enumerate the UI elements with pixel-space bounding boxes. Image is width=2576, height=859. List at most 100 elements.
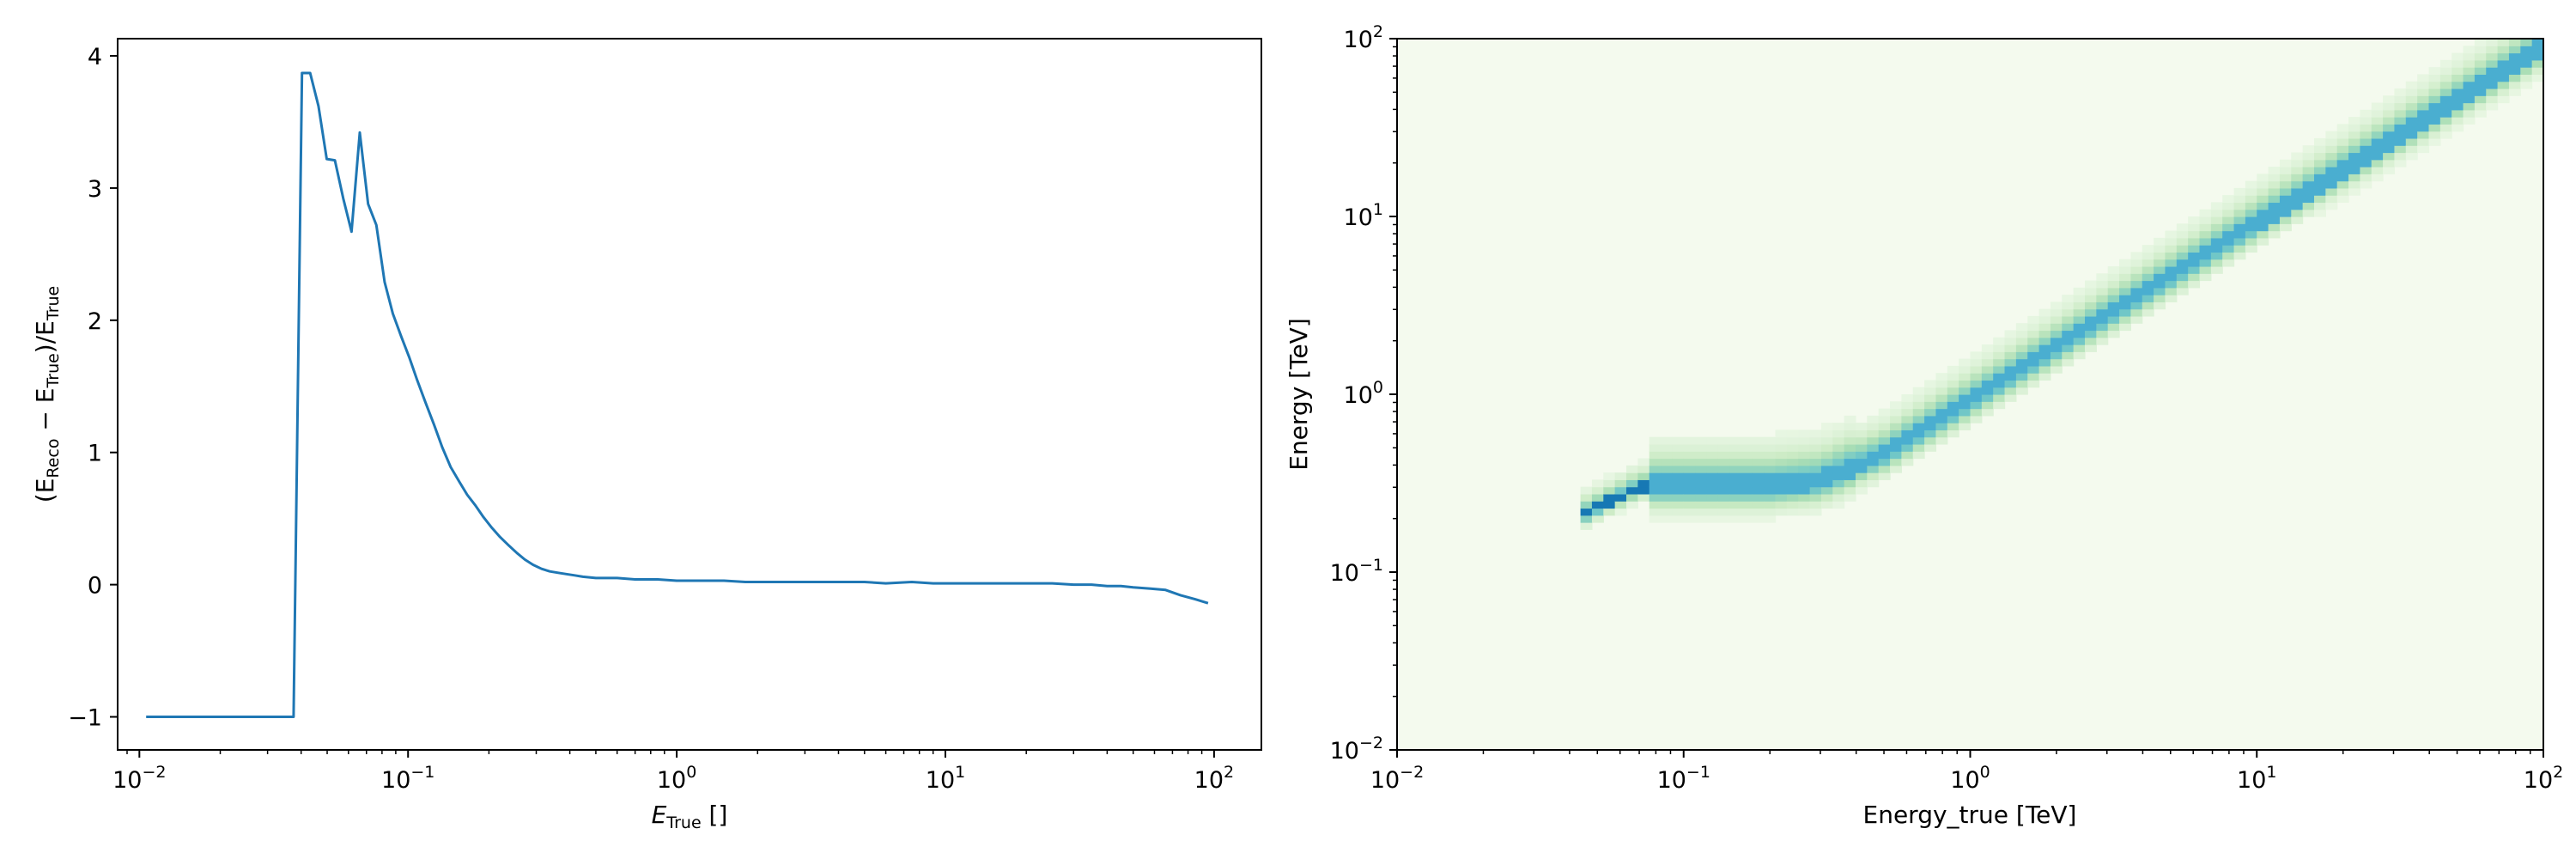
heatmap-cell [2154,295,2166,302]
heatmap-cell [2176,245,2189,253]
heatmap-cell [2279,167,2292,174]
heatmap-cell [2142,287,2154,295]
heatmap-cell [1890,443,1902,452]
heatmap-cell [1672,501,1685,509]
heatmap-cell [2073,344,2086,352]
heatmap-cell [2165,287,2178,295]
heatmap-cell [2371,131,2384,139]
heatmap-cell [1717,458,1730,466]
heatmap-cell [2348,124,2360,132]
heatmap-cell [2508,46,2521,54]
right-y-tick-label: 10−1 [1330,556,1383,587]
heatmap-cell [2004,373,2017,381]
heatmap-cell [1764,465,1777,473]
heatmap-cell [2085,323,2097,332]
heatmap-cell [1878,458,1891,466]
heatmap-cell [2107,280,2120,289]
heatmap-cell [1970,415,1983,423]
heatmap-cell [1741,508,1753,516]
heatmap-cell [1947,423,1959,430]
heatmap-cell [1981,365,1994,374]
heatmap-cell [2371,102,2384,111]
heatmap-cell [1878,408,1891,417]
heatmap-cell [2314,209,2326,217]
heatmap-cell [2520,67,2533,75]
heatmap-cell [2474,88,2487,96]
heatmap-cell [2233,237,2246,246]
heatmap-cell [1798,486,1811,495]
heatmap-cell [1820,458,1833,466]
heatmap-cell [2142,273,2154,282]
heatmap-cell [2050,351,2063,360]
heatmap-cell [2096,273,2109,282]
heatmap-cell [1993,344,2006,352]
heatmap-cell [2486,74,2499,82]
heatmap-cell [2314,180,2326,189]
heatmap-cell [2394,137,2407,146]
heatmap-cell [1970,408,1983,417]
heatmap-cell [2073,302,2086,310]
heatmap-cell [2107,315,2120,324]
heatmap-cell [2394,95,2407,104]
left-plot-frame [117,38,1262,751]
heatmap-cell [1661,479,1673,488]
heatmap-cell [1741,451,1753,460]
heatmap-cell [1820,479,1833,488]
heatmap-cell [1603,472,1616,480]
heatmap-cell [2096,302,2109,310]
heatmap-cell [1844,436,1856,445]
heatmap-cell [1661,458,1673,466]
heatmap-cell [2015,373,2028,381]
heatmap-cell [2439,124,2452,132]
heatmap-cell [1729,451,1742,460]
heatmap-cell [2004,344,2017,352]
heatmap-cell [1890,458,1902,466]
heatmap-cell [2360,180,2372,189]
heatmap-cell [1580,493,1593,502]
heatmap-cell [2107,308,2120,317]
heatmap-cell [2325,187,2338,196]
heatmap-cell [2245,187,2257,196]
heatmap-cell [2142,259,2154,267]
heatmap-cell [2371,167,2384,174]
heatmap-cell [1649,508,1662,516]
heatmap-cell [2348,152,2360,161]
heatmap-cell [2199,237,2212,246]
right-y-tick-label: 100 [1344,378,1383,409]
heatmap-cell [1786,501,1799,509]
heatmap-cell [1924,387,1937,395]
heatmap-cell [2004,394,2017,402]
heatmap-cell [1867,458,1880,466]
left-xlabel-main: E [652,801,667,829]
heatmap-cell [2348,117,2360,125]
heatmap-cell [1844,430,1856,438]
heatmap-cell [2405,124,2418,132]
heatmap-cell [2176,280,2189,289]
heatmap-cell [2360,145,2372,154]
heatmap-cell [2119,273,2131,282]
heatmap-cell [2417,137,2430,146]
heatmap-cell [2268,216,2281,224]
heatmap-cell [2486,95,2499,104]
heatmap-cell [1661,472,1673,480]
heatmap-cell [2050,323,2063,332]
heatmap-cell [1912,394,1925,402]
heatmap-cell [1959,394,1971,402]
heatmap-cell [1580,486,1593,495]
heatmap-cell [2015,380,2028,388]
heatmap-cell [2119,323,2131,332]
heatmap-cell [1993,394,2006,402]
heatmap-cell [2428,131,2441,139]
heatmap-cell [1637,479,1650,488]
heatmap-cell [2336,159,2349,168]
heatmap-cell [1775,430,1788,438]
heatmap-cell [1832,501,1845,509]
heatmap-cell [1775,443,1788,452]
heatmap-cell [1970,387,1983,395]
heatmap-cell [2130,280,2143,289]
heatmap-cell [1764,508,1777,516]
heatmap-cell [2004,365,2017,374]
heatmap-cell [1649,479,1662,488]
heatmap-cell [1614,479,1627,488]
heatmap-cell [1741,479,1753,488]
